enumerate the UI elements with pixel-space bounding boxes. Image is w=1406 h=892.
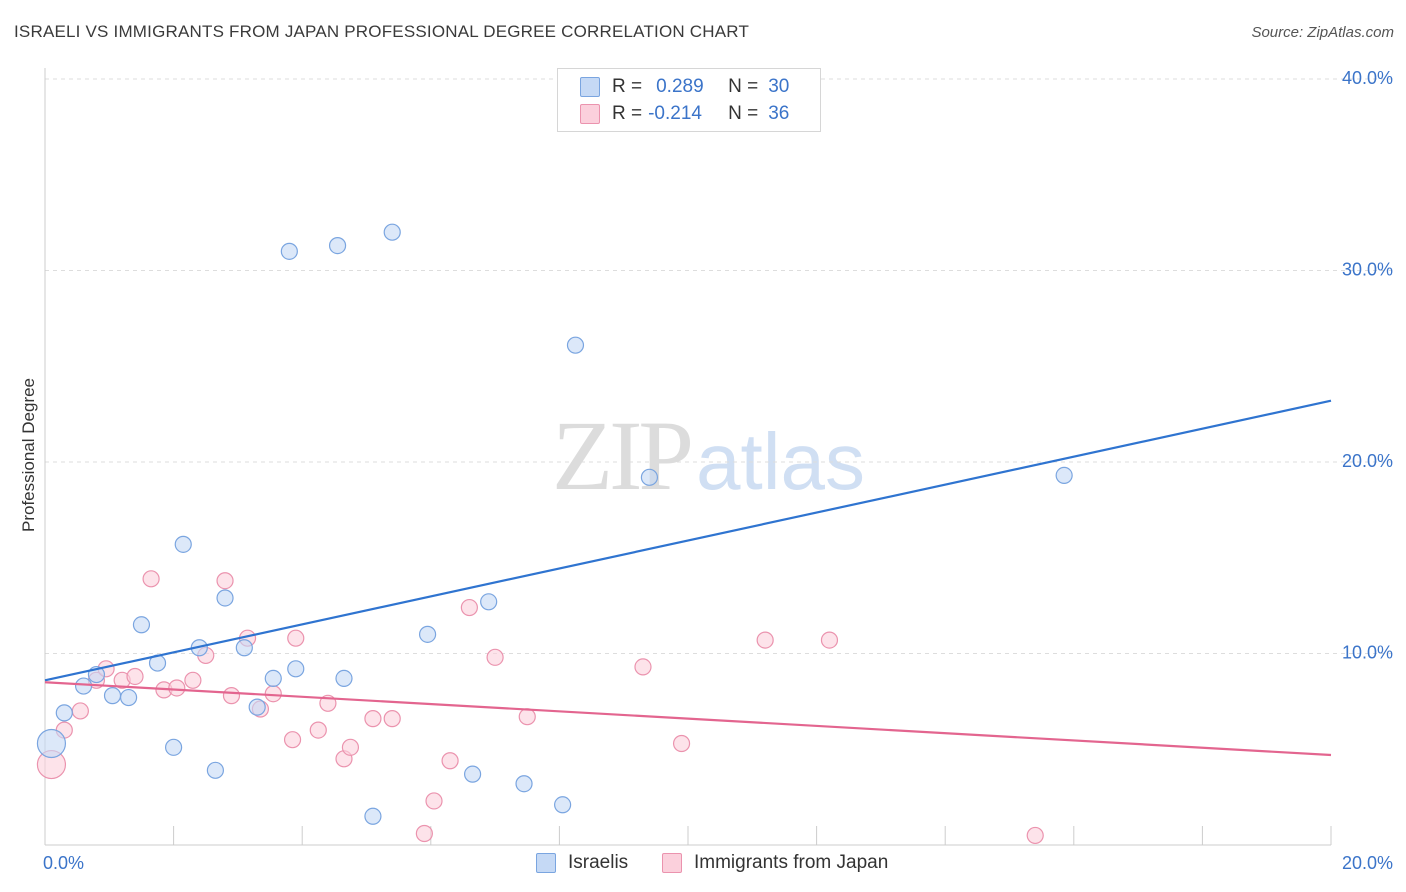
japan-point-2 bbox=[71, 702, 89, 720]
israelis-trend-line bbox=[44, 399, 1332, 682]
legend-row-japan: R = -0.214 N = 36 bbox=[580, 101, 789, 127]
zipatlas-watermark: ZIPatlas bbox=[552, 398, 865, 513]
japan-point-30 bbox=[518, 708, 536, 726]
israelis-point-15 bbox=[264, 669, 282, 687]
x-tick-labels: 0.0% 20.0% bbox=[43, 853, 1393, 873]
israelis-point-27 bbox=[566, 336, 585, 354]
israelis-point-16 bbox=[280, 242, 298, 260]
bottom-legend-israelis: Israelis bbox=[536, 852, 628, 874]
correlation-legend: R = 0.289 N = 30 R = -0.214 N = 36 bbox=[557, 68, 821, 132]
japan-point-23 bbox=[364, 710, 382, 728]
japan-point-12 bbox=[216, 572, 234, 590]
israelis-point-24 bbox=[480, 593, 498, 611]
grid-lines bbox=[45, 78, 1392, 654]
israelis-swatch bbox=[580, 77, 600, 97]
watermark-atlas: atlas bbox=[696, 417, 865, 506]
legend-n-label-2: N = bbox=[728, 103, 759, 124]
x-tick-label-0: 0.0% bbox=[43, 853, 84, 873]
bottom-israelis-label: Israelis bbox=[568, 852, 629, 873]
israelis-point-18 bbox=[328, 237, 347, 255]
israelis-point-29 bbox=[1055, 466, 1073, 485]
japan-point-27 bbox=[441, 752, 459, 770]
japan-point-13 bbox=[222, 687, 241, 705]
israelis-points bbox=[36, 223, 1073, 825]
israelis-point-12 bbox=[216, 589, 234, 607]
israelis-point-28 bbox=[640, 468, 659, 486]
legend-r-value-2: -0.214 bbox=[648, 103, 702, 124]
japan-point-35 bbox=[1026, 826, 1044, 845]
legend-r-label-2: R = bbox=[612, 103, 643, 124]
japan-point-26 bbox=[425, 792, 443, 810]
israelis-point-26 bbox=[554, 796, 572, 814]
japan-point-7 bbox=[142, 570, 160, 588]
legend-row-israelis: R = 0.289 N = 30 bbox=[580, 74, 789, 100]
legend-n-value-1: 30 bbox=[768, 76, 790, 97]
israelis-point-0 bbox=[36, 728, 67, 759]
x-ticks bbox=[44, 826, 1332, 845]
bottom-japan-swatch bbox=[662, 853, 682, 873]
japan-point-31 bbox=[634, 658, 652, 676]
israelis-point-1 bbox=[55, 704, 73, 722]
japan-point-9 bbox=[168, 679, 186, 697]
y-tick-labels: 10.0% 20.0% 30.0% 40.0% bbox=[1342, 68, 1393, 663]
x-tick-label-20: 20.0% bbox=[1342, 853, 1393, 873]
israelis-point-13 bbox=[235, 639, 253, 657]
japan-point-18 bbox=[287, 629, 305, 647]
israelis-point-4 bbox=[103, 687, 122, 705]
japan-point-22 bbox=[341, 738, 360, 756]
watermark-zip: ZIP bbox=[552, 400, 694, 511]
japan-point-25 bbox=[415, 824, 433, 843]
japan-point-34 bbox=[820, 631, 839, 649]
israelis-point-5 bbox=[119, 688, 138, 707]
legend-r-value-1: 0.289 bbox=[656, 76, 704, 97]
israelis-point-23 bbox=[463, 765, 482, 783]
israelis-point-9 bbox=[174, 535, 192, 553]
israelis-point-11 bbox=[206, 761, 224, 779]
japan-point-28 bbox=[460, 598, 478, 617]
japan-point-29 bbox=[486, 648, 504, 666]
y-tick-label-20: 20.0% bbox=[1342, 451, 1393, 471]
israelis-point-17 bbox=[287, 660, 305, 678]
japan-point-33 bbox=[756, 631, 774, 649]
israelis-point-14 bbox=[248, 698, 266, 716]
legend-n-value-2: 36 bbox=[768, 103, 790, 124]
japan-point-24 bbox=[383, 710, 401, 728]
chart-title: ISRAELI VS IMMIGRANTS FROM JAPAN PROFESS… bbox=[14, 22, 750, 41]
legend-r-label-1: R = bbox=[612, 76, 643, 97]
japan-point-17 bbox=[283, 731, 302, 749]
israelis-point-22 bbox=[418, 625, 437, 643]
israelis-point-19 bbox=[335, 669, 353, 687]
source-label: Source: ZipAtlas.com bbox=[1251, 24, 1394, 41]
israelis-point-6 bbox=[132, 616, 151, 634]
bottom-japan-label: Immigrants from Japan bbox=[694, 852, 889, 873]
japan-point-19 bbox=[309, 721, 327, 739]
japan-point-16 bbox=[264, 685, 282, 703]
israelis-point-25 bbox=[515, 775, 533, 793]
axes bbox=[44, 68, 1331, 846]
israelis-point-21 bbox=[383, 223, 401, 241]
bottom-israelis-swatch bbox=[536, 853, 556, 873]
y-tick-label-40: 40.0% bbox=[1342, 68, 1393, 88]
y-tick-label-30: 30.0% bbox=[1342, 260, 1393, 280]
legend-n-label-1: N = bbox=[728, 76, 759, 97]
israelis-point-8 bbox=[165, 738, 183, 756]
japan-point-10 bbox=[184, 671, 202, 689]
trend-lines bbox=[44, 399, 1332, 757]
japan-points bbox=[36, 570, 1044, 845]
japan-point-6 bbox=[126, 667, 144, 686]
y-tick-label-10: 10.0% bbox=[1342, 643, 1393, 663]
bottom-legend-japan: Immigrants from Japan bbox=[662, 852, 888, 874]
israelis-point-2 bbox=[74, 677, 93, 695]
japan-point-32 bbox=[672, 734, 691, 753]
israelis-point-20 bbox=[364, 807, 382, 825]
japan-trend-line bbox=[44, 681, 1332, 757]
japan-swatch bbox=[580, 104, 600, 124]
y-axis-title: Professional Degree bbox=[19, 378, 38, 532]
